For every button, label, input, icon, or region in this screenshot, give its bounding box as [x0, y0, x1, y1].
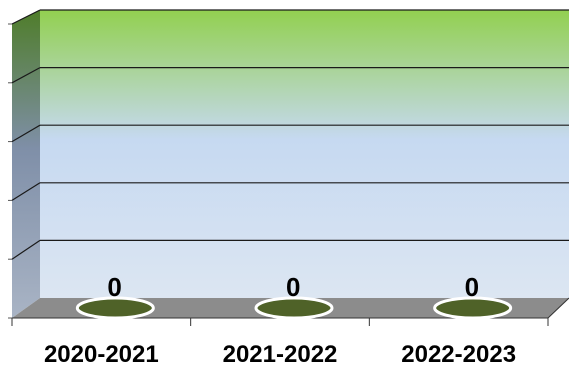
bar [254, 296, 334, 320]
gridline-side [11, 9, 41, 25]
x-axis-tick-label: 2021-2022 [223, 341, 338, 368]
gridline-side [11, 67, 41, 84]
data-label: 0 [107, 272, 121, 302]
x-axis-labels: 2020-2021 2021-2022 2022-2023 [44, 341, 516, 368]
floor-edge [547, 297, 569, 319]
data-label: 0 [465, 272, 479, 302]
bar [75, 296, 155, 320]
gridline-side [11, 182, 41, 201]
data-labels: 0 0 0 [107, 272, 479, 302]
bars [75, 296, 513, 320]
x-axis-tick-label: 2022-2023 [401, 341, 516, 368]
chart-side-wall [12, 10, 40, 318]
x-axis-tick-label: 2020-2021 [44, 341, 159, 368]
data-label: 0 [286, 272, 300, 302]
bar [433, 296, 513, 320]
gridline-side [11, 239, 41, 260]
gridline-side [11, 124, 41, 143]
chart-back-wall [40, 10, 569, 298]
gridlines [8, 9, 569, 319]
